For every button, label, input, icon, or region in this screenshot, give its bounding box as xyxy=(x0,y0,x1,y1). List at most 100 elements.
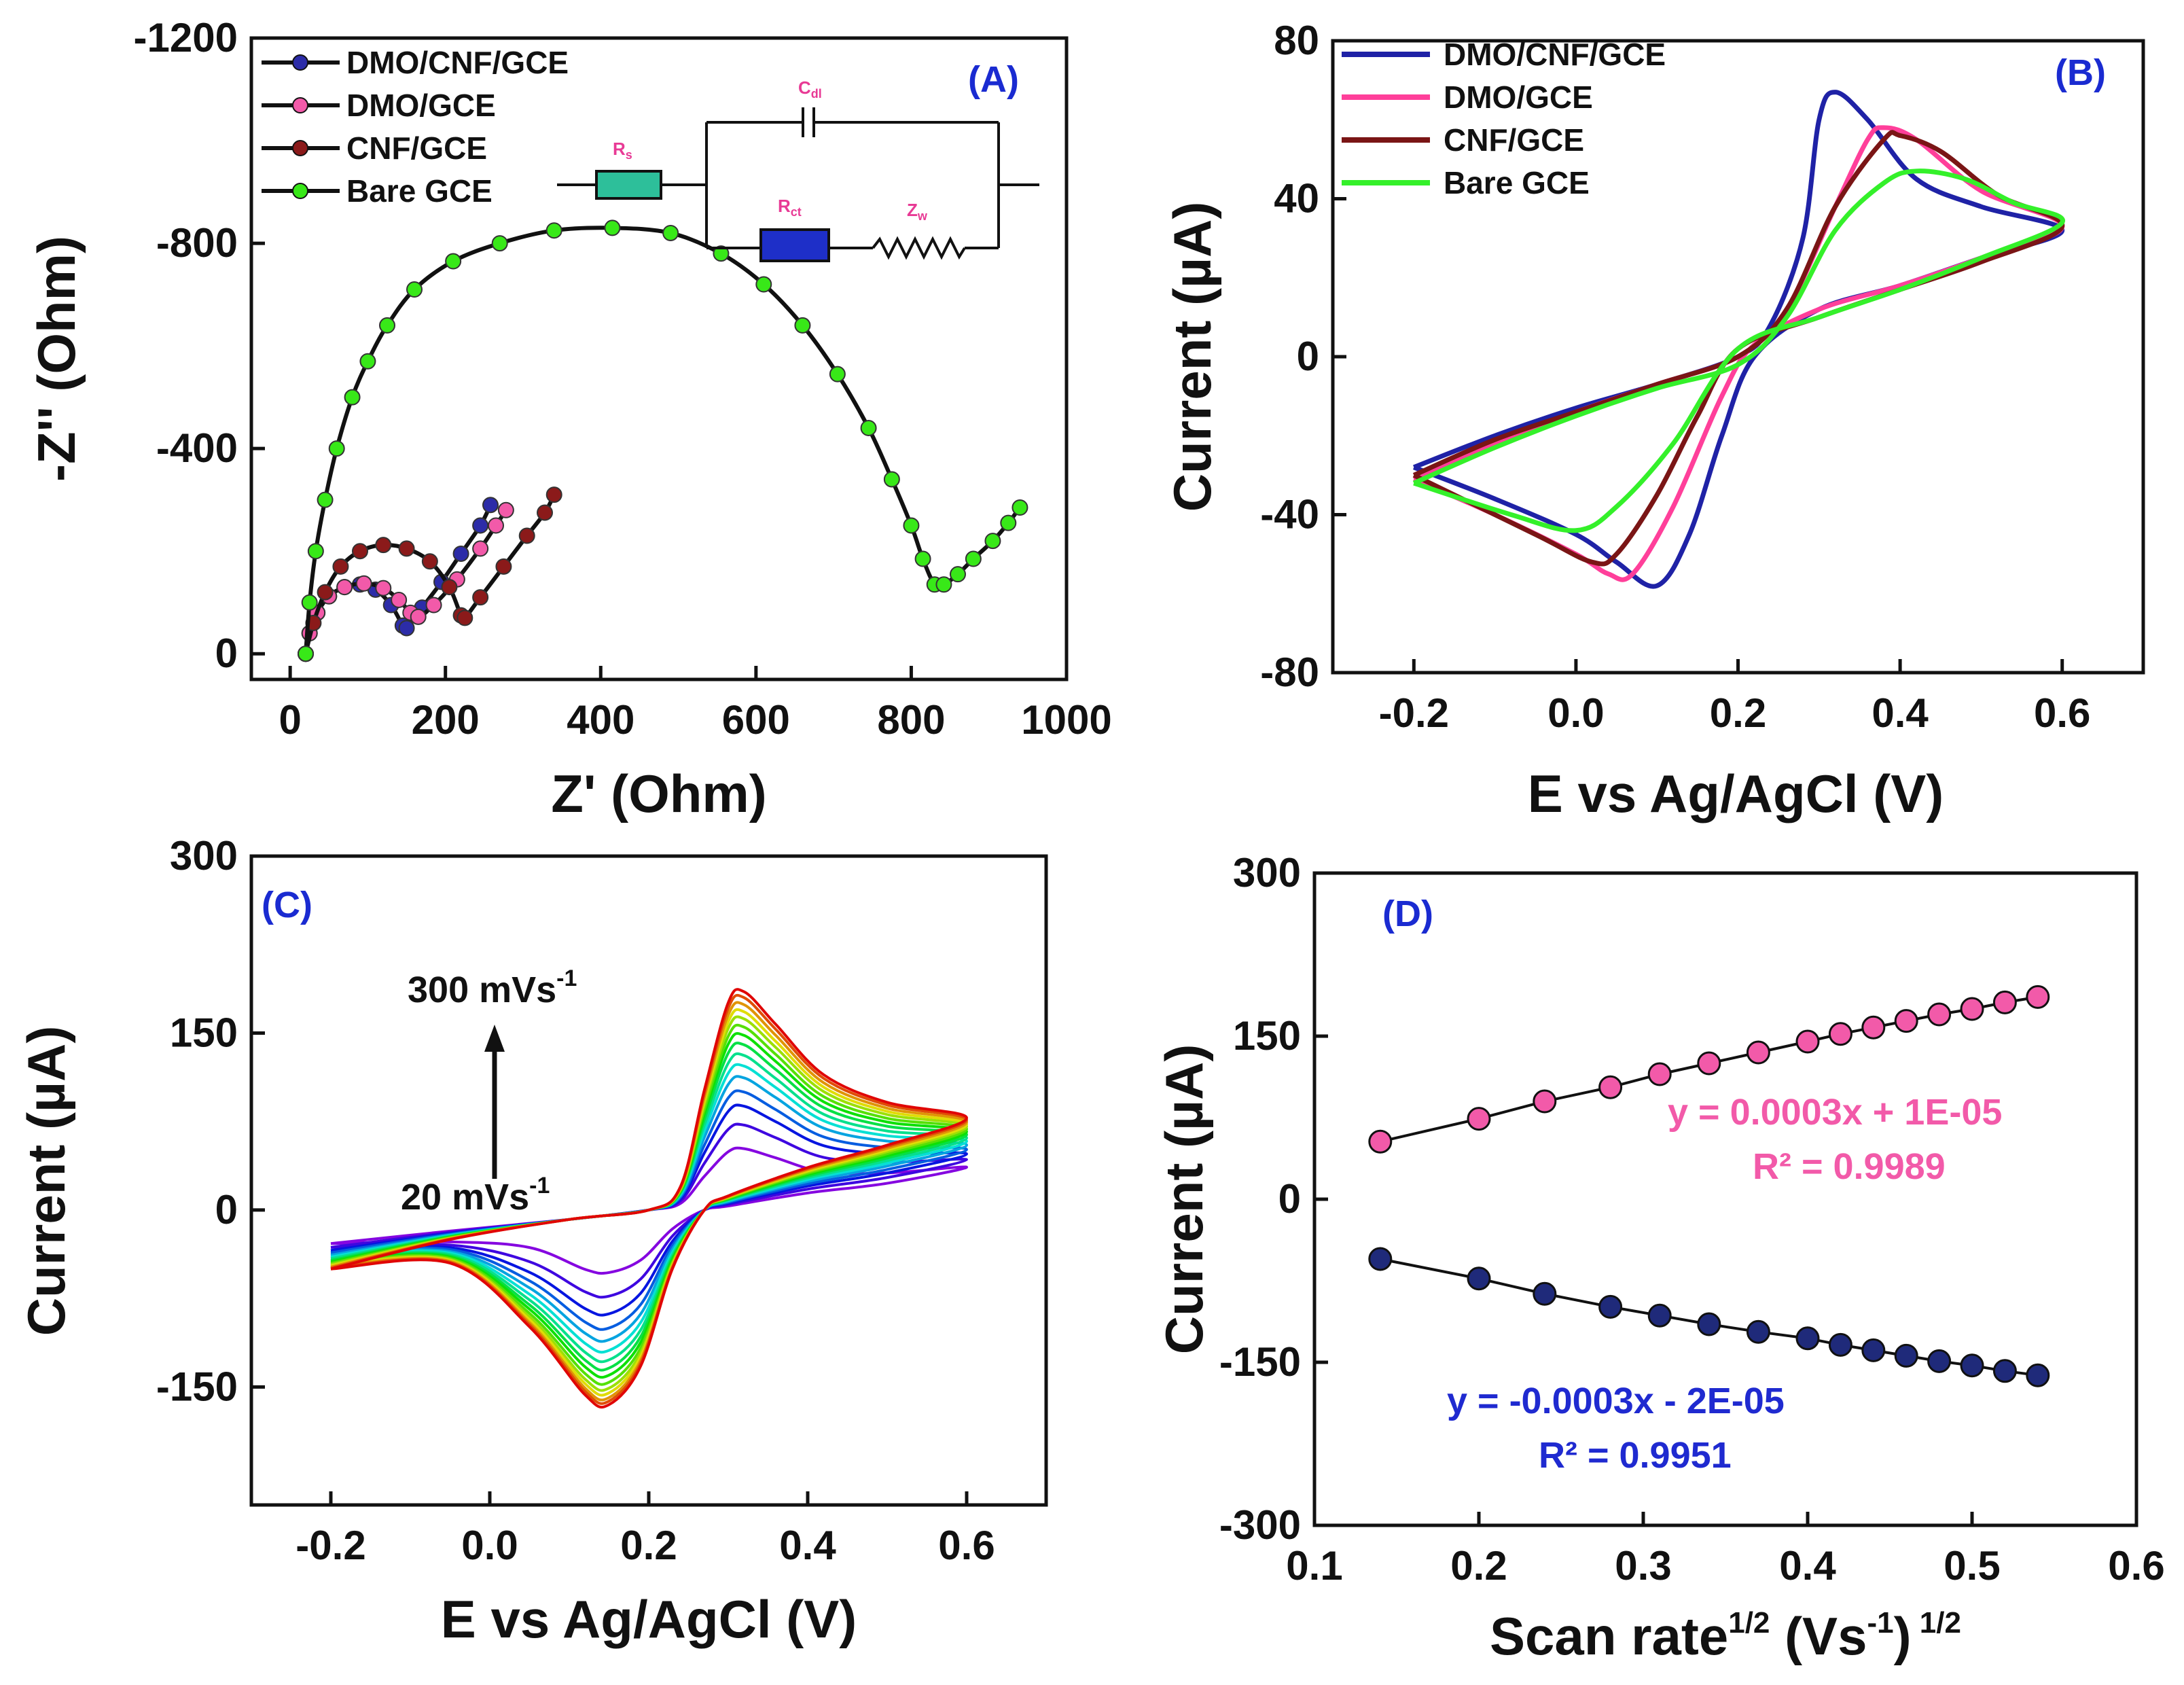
series-a-dmo-gce-point xyxy=(425,597,442,614)
series-a-dmo-cnf-gce-point xyxy=(482,497,499,514)
series-d-cathodic-point xyxy=(1647,1303,1672,1328)
series-a-cnf-gce-point xyxy=(332,558,349,575)
panel-b-ticks: -0.2 0.0 0.2 0.4 0.6 80 40 0 -40 -80 xyxy=(1260,18,2090,736)
series-d-anodic-point xyxy=(1927,1002,1952,1027)
circuit-label-rct: Rct xyxy=(778,196,802,219)
series-a-cnf-gce-point xyxy=(441,579,458,596)
series-a-cnf-gce-line xyxy=(304,493,556,654)
legend-a-item-3: Bare GCE xyxy=(262,173,493,209)
legend-b-label-2: CNF/GCE xyxy=(1444,122,1584,158)
series-a-bare-gce-point xyxy=(301,594,318,611)
series-a-bare-gce-point xyxy=(445,253,462,270)
series-a-dmo-gce-point xyxy=(472,540,489,557)
panel-c-xlabel: E vs Ag/AgCl (V) xyxy=(441,1589,857,1649)
series-a-cnf-gce-point xyxy=(537,504,553,521)
series-a-bare-gce-point xyxy=(860,419,877,436)
series-a-cnf-gce-point xyxy=(352,543,368,560)
series-d-cathodic-point xyxy=(1467,1266,1491,1291)
series-a-bare-gce-point xyxy=(950,566,966,583)
series-d-cathodic-point xyxy=(1598,1294,1623,1319)
panel-c-xtick-label: 0.2 xyxy=(620,1523,677,1568)
panel-d-xtick-label: 0.4 xyxy=(1779,1543,1836,1589)
series-a-bare-gce-point xyxy=(794,317,811,334)
series-a-bare-gce-point xyxy=(1012,499,1028,516)
panel-d-plot-frame xyxy=(1312,871,2138,1527)
series-d-cathodic-point xyxy=(1746,1319,1770,1344)
series-a-dmo-gce-point xyxy=(375,580,392,597)
panel-a-ytick-label: -800 xyxy=(156,220,238,266)
panel-a-ytick-label: -400 xyxy=(156,425,238,471)
series-a-bare-gce-point xyxy=(344,389,361,406)
legend-a-label-3: Bare GCE xyxy=(346,173,493,209)
panel-a: 0 200 400 600 800 1000 -1200 -800 -400 0 Z' (Ohm)… xyxy=(26,15,1112,823)
panel-d-ytick-label: -300 xyxy=(1219,1502,1301,1548)
circuit-label-rs: Rs xyxy=(613,139,632,162)
series-d-anodic-point xyxy=(1960,997,1984,1021)
legend-a-label-1: DMO/GCE xyxy=(346,88,496,123)
legend-a-item-0: DMO/CNF/GCE xyxy=(262,45,569,80)
series-d-cathodic-point xyxy=(1533,1281,1557,1306)
panel-a-ytick-label: -1200 xyxy=(134,15,238,60)
panel-b-ylabel: Current (µA) xyxy=(1162,202,1222,512)
series-a-dmo-gce-point xyxy=(488,517,504,534)
series-a-bare-gce-point xyxy=(662,224,679,241)
panel-d-xtick-label: 0.3 xyxy=(1615,1543,1671,1589)
panel-a-xtick-label: 400 xyxy=(567,697,634,743)
panel-c-ytick-label: 300 xyxy=(170,833,238,879)
series-d-anodic-point xyxy=(1647,1062,1672,1086)
series-d-cathodic-point xyxy=(1960,1353,1984,1378)
series-a-bare-gce-point xyxy=(755,276,772,293)
circuit-rct-resistor xyxy=(759,228,830,262)
fit-equation-anodic: y = 0.0003x + 1E-05 xyxy=(1668,1092,2002,1133)
panel-b-ytick-label: 0 xyxy=(1297,334,1319,379)
series-a-dmo-gce-point xyxy=(497,501,514,518)
fit-equation-cathodic: y = -0.0003x - 2E-05 xyxy=(1447,1381,1785,1421)
panel-d: 0.1 0.2 0.3 0.4 0.5 0.6 300 150 0 -150 -300 Scan r… xyxy=(1154,850,2165,1666)
panel-c-ytick-label: 150 xyxy=(170,1010,238,1055)
series-a-dmo-gce-point xyxy=(391,591,408,608)
series-d-cathodic-point xyxy=(1927,1349,1952,1373)
panel-d-xtick-label: 0.6 xyxy=(2108,1543,2164,1589)
panel-d-ytick-label: 300 xyxy=(1233,850,1301,895)
panel-c-label: (C) xyxy=(262,885,312,925)
panel-c-xtick-label: 0.6 xyxy=(938,1523,995,1568)
panel-b-legend: DMO/CNF/GCE DMO/GCE CNF/GCE Bare GCE xyxy=(1342,37,1666,200)
annotation-20: 20 mVs-1 xyxy=(401,1173,550,1218)
panel-b-ytick-label: -80 xyxy=(1260,650,1319,695)
series-a-bare-gce-point xyxy=(914,550,931,567)
panel-d-ytick-label: -150 xyxy=(1219,1339,1301,1385)
panel-a-xtick-label: 200 xyxy=(412,697,480,743)
panel-b-xtick-label: 0.2 xyxy=(1710,690,1766,736)
series-d-anodic-point xyxy=(1533,1089,1557,1114)
series-a-bare-gce-point xyxy=(984,533,1001,550)
panel-a-label: (A) xyxy=(968,59,1019,100)
series-d-anodic-point xyxy=(1368,1129,1393,1154)
series-d-anodic-point xyxy=(2026,985,2050,1009)
fit-r2-anodic: R² = 0.9989 xyxy=(1753,1146,1946,1187)
legend-a-item-2: CNF/GCE xyxy=(262,130,487,166)
series-a-bare-gce-point xyxy=(379,317,395,334)
legend-a-label-2: CNF/GCE xyxy=(346,130,487,166)
series-c-scan-300 xyxy=(330,988,969,1409)
series-a-bare-gce-point xyxy=(604,219,621,236)
panel-b-ytick-label: -40 xyxy=(1260,492,1319,537)
circuit-label-zw: Zw xyxy=(907,200,928,223)
series-a-cnf-gce-point xyxy=(375,537,392,554)
annotation-300: 300 mVs-1 xyxy=(408,965,577,1010)
series-a-cnf-gce-point xyxy=(457,609,473,626)
panel-c-ylabel: Current (µA) xyxy=(16,1026,76,1336)
series-a-cnf-gce-point xyxy=(472,589,489,606)
legend-a-item-1: DMO/GCE xyxy=(262,88,496,123)
panel-d-ticks: 0.1 0.2 0.3 0.4 0.5 0.6 300 150 0 -150 -300 xyxy=(1219,850,2165,1589)
series-a-bare-gce-point xyxy=(935,576,952,593)
panel-d-ytick-label: 150 xyxy=(1233,1013,1301,1059)
circuit-rs-resistor xyxy=(595,170,662,200)
legend-b-label-1: DMO/GCE xyxy=(1444,79,1593,115)
panel-b-xtick-label: 0.0 xyxy=(1547,690,1604,736)
series-d-cathodic-point xyxy=(1828,1332,1852,1357)
series-a-bare-gce-point xyxy=(298,645,314,662)
panel-a-ylabel: -Z'' (Ohm) xyxy=(26,236,86,482)
panel-d-series xyxy=(1368,985,2050,1387)
panel-c-ytick-label: -150 xyxy=(156,1364,238,1409)
